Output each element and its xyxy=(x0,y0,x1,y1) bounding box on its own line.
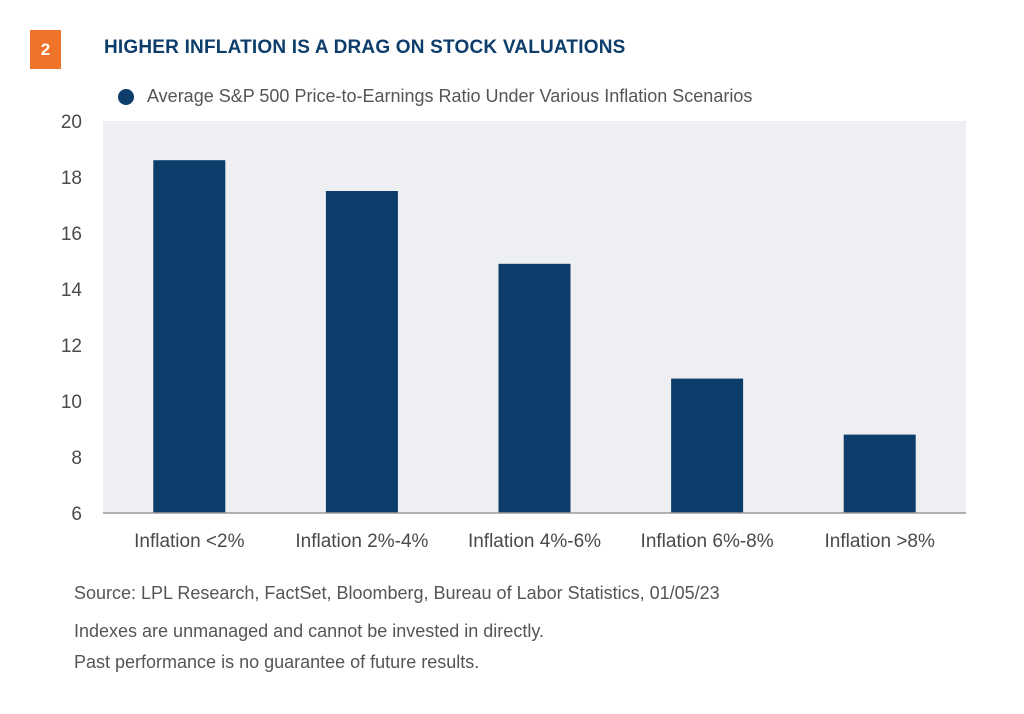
y-axis: 6 8 10 12 14 16 18 20 xyxy=(61,112,83,525)
bar xyxy=(498,263,571,513)
y-tick-label: 14 xyxy=(61,280,83,301)
bar xyxy=(843,434,916,513)
y-tick-label: 18 xyxy=(61,168,82,189)
y-tick-label: 10 xyxy=(61,392,82,413)
x-axis: Inflation <2% Inflation 2%-4% Inflation 4%… xyxy=(134,531,935,552)
bar xyxy=(153,160,226,513)
source-note: Source: LPL Research, FactSet, Bloomberg… xyxy=(74,583,720,603)
legend: Average S&P 500 Price-to-Earnings Ratio … xyxy=(118,86,752,107)
y-tick-label: 6 xyxy=(71,504,82,525)
disclaimer-indexes: Indexes are unmanaged and cannot be inve… xyxy=(74,621,544,641)
chart-title: HIGHER INFLATION IS A DRAG ON STOCK VALU… xyxy=(104,37,626,58)
x-tick-label: Inflation >8% xyxy=(825,531,935,552)
x-tick-label: Inflation 6%-8% xyxy=(641,531,774,552)
y-tick-label: 8 xyxy=(71,448,82,469)
x-tick-label: Inflation 4%-6% xyxy=(468,531,601,552)
y-tick-label: 20 xyxy=(61,112,82,133)
y-tick-label: 12 xyxy=(61,336,82,357)
legend-marker xyxy=(118,88,134,105)
x-tick-label: Inflation 2%-4% xyxy=(295,531,428,552)
x-tick-label: Inflation <2% xyxy=(134,531,244,552)
figure-number-badge: 2 xyxy=(30,30,61,69)
bars xyxy=(153,160,916,513)
y-tick-label: 16 xyxy=(61,224,82,245)
disclaimer-performance: Past performance is no guarantee of futu… xyxy=(74,652,480,672)
bar xyxy=(671,378,744,513)
bar xyxy=(325,191,398,513)
legend-label: Average S&P 500 Price-to-Earnings Ratio … xyxy=(147,86,753,106)
